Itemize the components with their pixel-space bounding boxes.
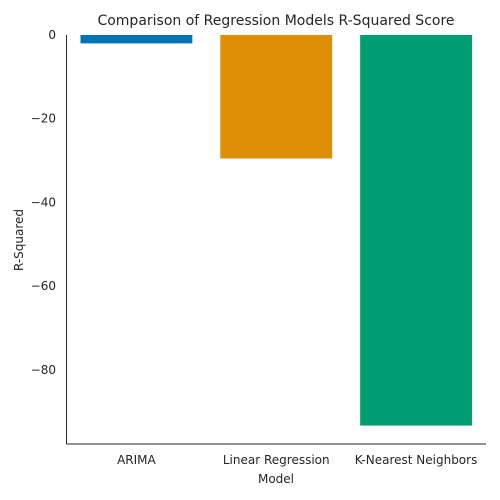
bar-k-nearest-neighbors: [360, 35, 473, 426]
x-axis-ticks: ARIMA Linear Regression K-Nearest Neighbor…: [117, 453, 477, 467]
y-tick-label: −40: [31, 195, 56, 209]
bar-arima: [80, 35, 193, 44]
y-axis-label: R-Squared: [12, 209, 26, 271]
x-tick-label: K-Nearest Neighbors: [355, 453, 478, 467]
y-tick-label: −60: [31, 279, 56, 293]
x-axis-label: Model: [258, 472, 294, 486]
x-tick-label: ARIMA: [117, 453, 156, 467]
x-tick-label: Linear Regression: [223, 453, 330, 467]
bar-linear-regression: [220, 35, 333, 159]
y-tick-label: 0: [48, 28, 56, 42]
bars-layer: [80, 35, 473, 426]
y-tick-label: −80: [31, 363, 56, 377]
chart-title: Comparison of Regression Models R-Square…: [97, 13, 454, 29]
y-tick-label: −20: [31, 112, 56, 126]
y-axis-ticks: 0 −20 −40 −60 −80: [31, 28, 56, 377]
